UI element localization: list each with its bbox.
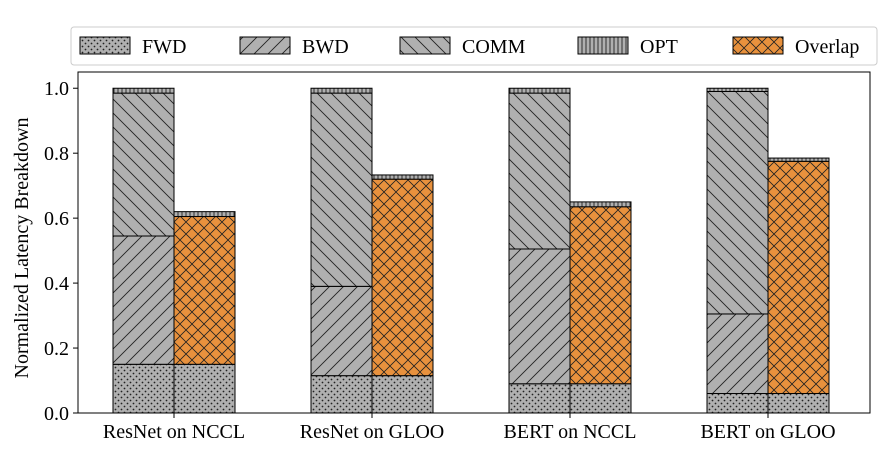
bar-segment-fwd-resnet-on-gloo-left <box>310 375 373 414</box>
legend-swatch-opt <box>577 36 629 55</box>
bar-segment-bwd-bert-on-nccl-left <box>508 248 571 385</box>
y-tick-label: 0.8 <box>44 143 69 165</box>
bar-segment-comm-resnet-on-gloo-left <box>310 92 373 287</box>
bar-segment-fwd-bert-on-nccl-right <box>569 383 632 414</box>
bar-segment-opt-bert-on-nccl-left <box>508 87 571 94</box>
legend-swatch-overlap <box>732 36 784 55</box>
bar-segment-comm-resnet-on-nccl-left <box>112 92 175 237</box>
bars-group <box>112 87 830 414</box>
legend-label-comm: COMM <box>462 36 526 58</box>
bar-segment-overlap-resnet-on-nccl-right <box>173 216 236 365</box>
bar-segment-bwd-resnet-on-gloo-left <box>310 285 373 377</box>
legend-swatch-comm <box>399 36 451 55</box>
legend-swatch-fwd <box>79 36 131 55</box>
bar-segment-comm-bert-on-nccl-left <box>508 92 571 250</box>
legend-label-overlap: Overlap <box>795 36 859 58</box>
legend-swatch-bwd <box>239 36 291 55</box>
axes: 0.0 0.2 0.4 0.6 0.8 1.0 ResNet on NCCL ResNet o… <box>44 71 871 443</box>
bar-segment-bwd-resnet-on-nccl-left <box>112 235 175 365</box>
y-tick-label: 1.0 <box>44 78 69 100</box>
legend-label-opt: OPT <box>640 36 678 58</box>
y-tick-label: 0.4 <box>44 273 69 295</box>
bar-segment-opt-resnet-on-nccl-left <box>112 87 175 94</box>
bar-segment-opt-bert-on-gloo-left <box>706 87 769 92</box>
x-tick-label-resnet-on-nccl: ResNet on NCCL <box>103 421 245 443</box>
bar-segment-fwd-resnet-on-gloo-right <box>371 375 434 414</box>
y-tick-label: 0.6 <box>44 208 69 230</box>
bar-segment-opt-resnet-on-gloo-left <box>310 87 373 94</box>
y-axis-label: Normalized Latency Breakdown <box>11 117 33 378</box>
bar-segment-fwd-bert-on-gloo-right <box>767 393 830 414</box>
legend-label-bwd: BWD <box>302 36 349 58</box>
x-tick-label-bert-on-nccl: BERT on NCCL <box>504 421 637 443</box>
legend: FWD BWD COMM OPT Overlap <box>70 26 878 66</box>
legend-label-fwd: FWD <box>142 36 186 58</box>
bar-segment-fwd-resnet-on-nccl-left <box>112 363 175 414</box>
bar-segment-fwd-resnet-on-nccl-right <box>173 363 236 414</box>
bar-segment-overlap-bert-on-nccl-right <box>569 206 632 385</box>
y-tick-label: 0.2 <box>44 338 69 360</box>
bar-segment-opt-resnet-on-nccl-right <box>173 211 236 218</box>
bar-segment-overlap-resnet-on-gloo-right <box>371 178 434 377</box>
bar-segment-overlap-bert-on-gloo-right <box>767 160 830 395</box>
bar-segment-comm-bert-on-gloo-left <box>706 90 769 315</box>
bar-segment-opt-bert-on-nccl-right <box>569 201 632 208</box>
bar-segment-fwd-bert-on-nccl-left <box>508 383 571 414</box>
bar-segment-opt-resnet-on-gloo-right <box>371 174 434 180</box>
x-tick-label-bert-on-gloo: BERT on GLOO <box>700 421 835 443</box>
bar-segment-opt-bert-on-gloo-right <box>767 157 830 162</box>
bar-segment-fwd-bert-on-gloo-left <box>706 393 769 414</box>
plot-frame <box>77 71 871 414</box>
x-tick-label-resnet-on-gloo: ResNet on GLOO <box>300 421 444 443</box>
y-tick-label: 0.0 <box>44 403 69 425</box>
bar-segment-bwd-bert-on-gloo-left <box>706 313 769 395</box>
